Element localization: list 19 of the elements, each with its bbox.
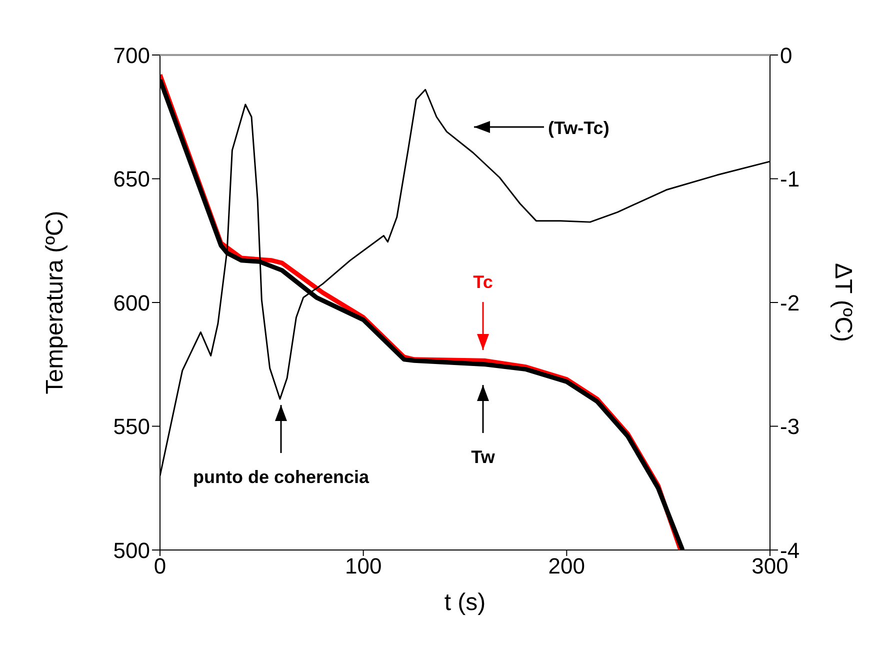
x-tick-label: 100 (344, 554, 382, 579)
y2-tick-label: -2 (780, 290, 800, 316)
x-tick-label: 200 (548, 554, 586, 579)
annotation: Tw (471, 447, 496, 467)
y-tick-label: 600 (113, 290, 150, 316)
annotation: punto de coherencia (192, 467, 370, 487)
y-tick-label: 500 (113, 538, 150, 563)
y2-tick-label: 0 (780, 42, 792, 68)
y-tick-label: 550 (113, 414, 150, 440)
y-axis-title: Temperatura (ºC) (42, 210, 69, 394)
y2-axis-title: ΔT (ºC) (829, 262, 856, 342)
y-tick-label: 650 (113, 166, 150, 192)
annotation: Tc (473, 272, 493, 292)
y-tick-label: 700 (113, 42, 150, 68)
x-tick-label: 0 (154, 554, 166, 579)
y2-tick-label: -3 (780, 414, 800, 440)
x-axis-title: t (s) (444, 589, 486, 616)
annotation: (Tw-Tc) (548, 118, 610, 138)
y2-tick-label: -1 (780, 166, 800, 192)
